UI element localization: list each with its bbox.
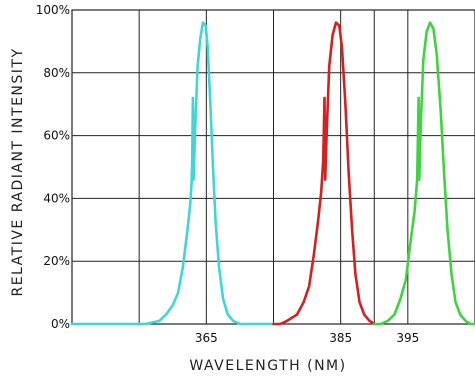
y-tick-label: 40% [43,191,70,205]
series-line-1 [70,21,275,326]
x-axis-title: WAVELENGTH (NM) [189,358,346,374]
x-tick-label: 365 [195,331,218,345]
y-tick-label: 20% [43,254,70,268]
series-line-3 [373,21,475,326]
y-tick-label: 80% [43,66,70,80]
tick-labels: 0% 20% 40% 60% 80% 100% 365 385 395 [36,3,420,345]
y-tick-label: 100% [36,3,70,17]
series-layer [70,21,475,326]
y-axis-title: RELATIVE RADIANT INTENSITY [10,47,26,296]
y-tick-label: 0% [51,317,70,331]
x-tick-label: 395 [396,331,419,345]
grid [71,9,475,325]
series-line-2 [272,21,376,326]
y-tick-label: 60% [43,129,70,143]
x-tick-label: 385 [329,331,352,345]
